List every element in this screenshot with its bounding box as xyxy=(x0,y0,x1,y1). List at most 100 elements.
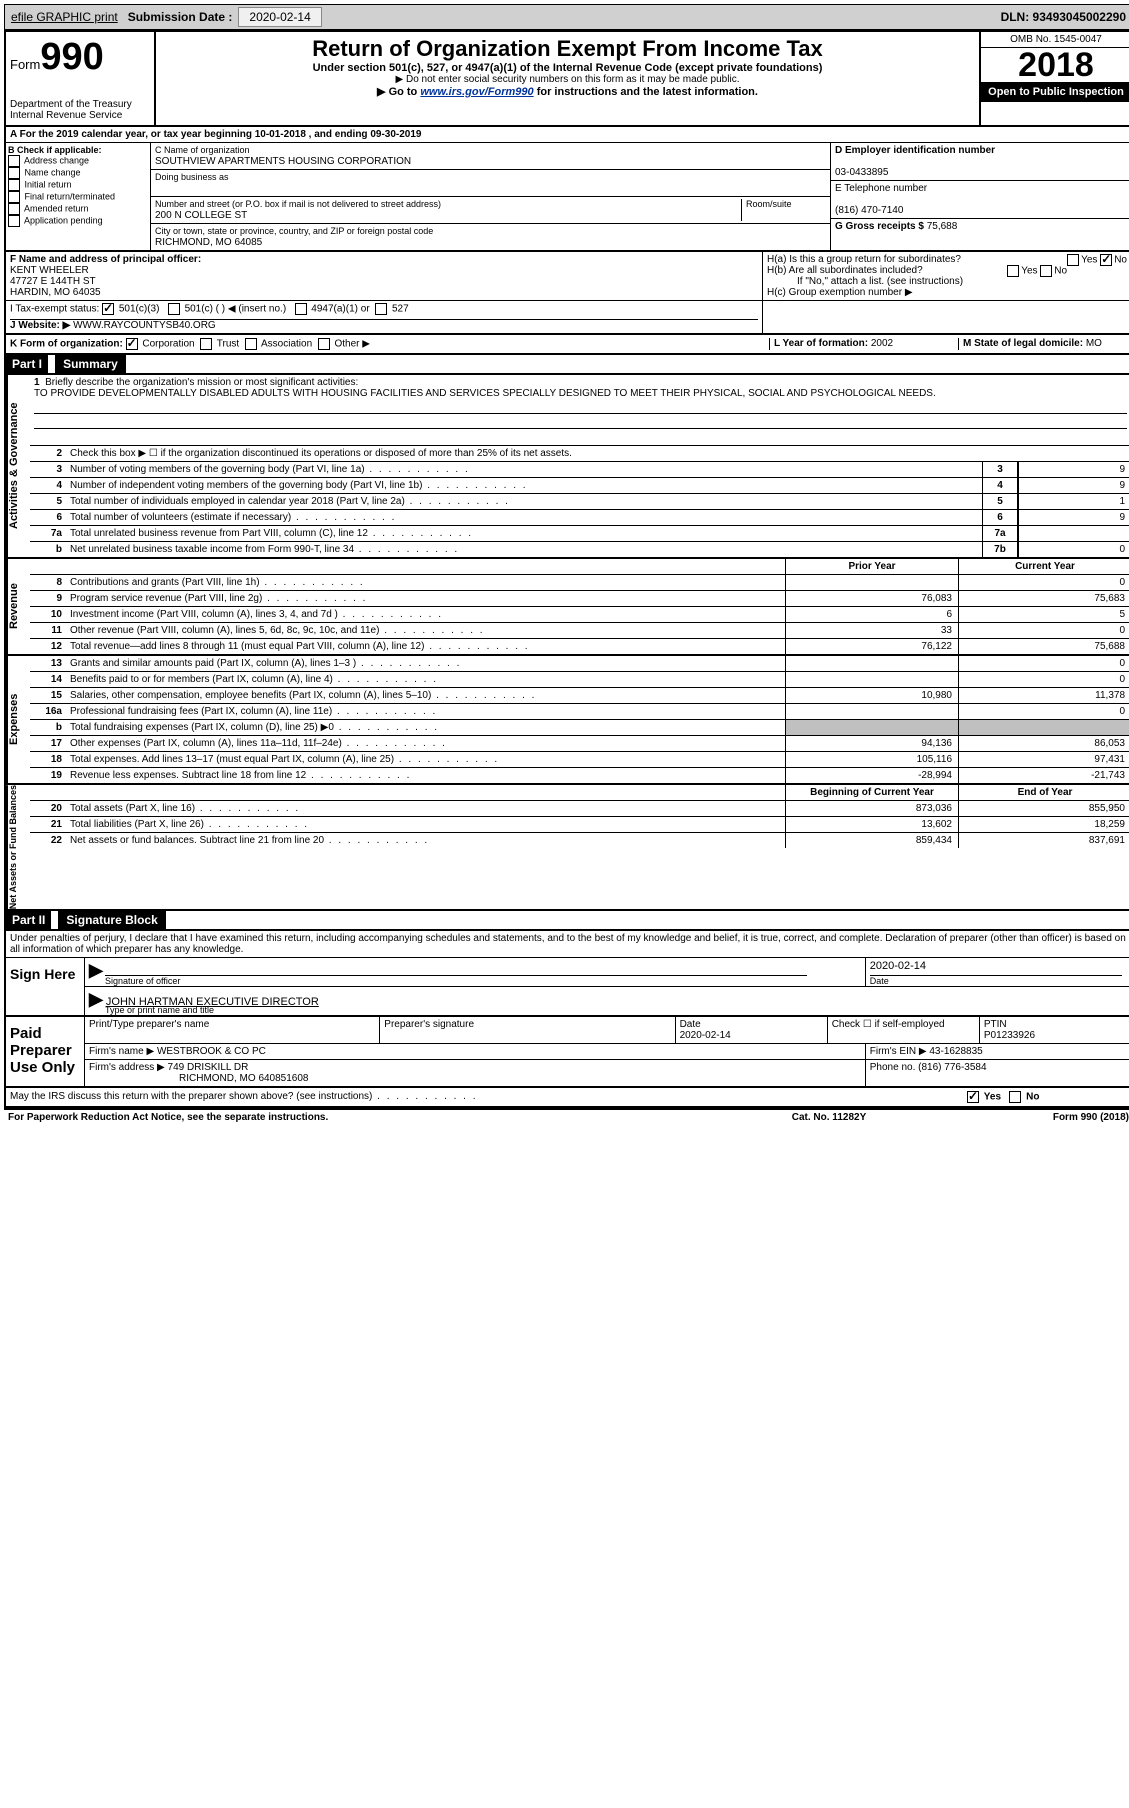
line-num: 9 xyxy=(30,591,66,606)
line-text: Total number of volunteers (estimate if … xyxy=(66,510,982,525)
line-10: 10 Investment income (Part VIII, column … xyxy=(30,607,1129,623)
initial-return-checkbox[interactable] xyxy=(8,179,20,191)
527-checkbox[interactable] xyxy=(375,303,387,315)
line-text: Professional fundraising fees (Part IX, … xyxy=(66,704,785,719)
line-cell: 3 xyxy=(982,462,1018,477)
ha-no-checkbox[interactable] xyxy=(1100,254,1112,266)
year-formation-value: 2002 xyxy=(871,338,893,349)
firm-ein-value: 43-1628835 xyxy=(929,1046,982,1057)
trust-checkbox[interactable] xyxy=(200,338,212,350)
501c3-checkbox[interactable] xyxy=(102,303,114,315)
firm-ein-label: Firm's EIN ▶ xyxy=(870,1046,927,1057)
sig-date-value: 2020-02-14 xyxy=(870,960,926,972)
officer-addr1: 47727 E 144TH ST xyxy=(10,276,96,287)
hb-yes-checkbox[interactable] xyxy=(1007,265,1019,277)
revenue-section: Revenue Prior Year Current Year 8 Contri… xyxy=(6,559,1129,656)
section-b: B Check if applicable: Address change Na… xyxy=(6,143,151,250)
opt-pending: Application pending xyxy=(24,215,103,225)
gross-receipts-label: G Gross receipts $ xyxy=(835,221,924,232)
line-num: 3 xyxy=(30,462,66,477)
ha-yes-checkbox[interactable] xyxy=(1067,254,1079,266)
app-pending-checkbox[interactable] xyxy=(8,215,20,227)
gov-line-7a: 7a Total unrelated business revenue from… xyxy=(30,526,1129,542)
line-cell: 7b xyxy=(982,542,1018,557)
net-assets-section: Net Assets or Fund Balances Beginning of… xyxy=(6,785,1129,911)
efile-link[interactable]: efile GRAPHIC print xyxy=(5,8,124,26)
mission-text: TO PROVIDE DEVELOPMENTALLY DISABLED ADUL… xyxy=(34,388,936,399)
gov-line-6: 6 Total number of volunteers (estimate i… xyxy=(30,510,1129,526)
line-text: Salaries, other compensation, employee b… xyxy=(66,688,785,703)
curr-val: 0 xyxy=(958,656,1129,671)
line-17: 17 Other expenses (Part IX, column (A), … xyxy=(30,736,1129,752)
prep-date-label: Date xyxy=(680,1019,701,1030)
line-text: Total unrelated business revenue from Pa… xyxy=(66,526,982,541)
section-f: F Name and address of principal officer:… xyxy=(6,252,763,300)
rev-header-row: Prior Year Current Year xyxy=(30,559,1129,575)
dln-label: DLN: 93493045002290 xyxy=(995,10,1129,24)
prep-date-value: 2020-02-14 xyxy=(680,1030,731,1041)
gov-line-4: 4 Number of independent voting members o… xyxy=(30,478,1129,494)
line-num: b xyxy=(30,542,66,557)
amended-return-checkbox[interactable] xyxy=(8,203,20,215)
form990-link[interactable]: www.irs.gov/Form990 xyxy=(420,86,533,98)
sub3-post: for instructions and the latest informat… xyxy=(534,86,758,98)
discuss-no-label: No xyxy=(1026,1092,1039,1103)
curr-val: 855,950 xyxy=(958,801,1129,816)
prior-val xyxy=(785,720,958,735)
side-label-gov: Activities & Governance xyxy=(6,375,30,557)
expenses-section: Expenses 13 Grants and similar amounts p… xyxy=(6,656,1129,785)
line-val: 9 xyxy=(1018,510,1129,525)
form-990: Form990 Department of the Treasury Inter… xyxy=(4,30,1129,1109)
line-text: Revenue less expenses. Subtract line 18 … xyxy=(66,768,785,783)
phone-label: E Telephone number xyxy=(835,183,927,194)
line-cell: 4 xyxy=(982,478,1018,493)
submission-date-button[interactable]: 2020-02-14 xyxy=(238,7,321,27)
paid-preparer-label: Paid Preparer Use Only xyxy=(6,1017,85,1086)
sign-here-label: Sign Here xyxy=(6,958,85,1015)
section-deg: D Employer identification number 03-0433… xyxy=(831,143,1129,250)
part2-title: Signature Block xyxy=(58,911,165,929)
prior-val: 859,434 xyxy=(785,833,958,848)
line-num: 17 xyxy=(30,736,66,751)
hc-label: H(c) Group exemption number ▶ xyxy=(767,287,1127,298)
501c-checkbox[interactable] xyxy=(168,303,180,315)
prior-val xyxy=(785,672,958,687)
line-val: 9 xyxy=(1018,478,1129,493)
rev-content: Prior Year Current Year 8 Contributions … xyxy=(30,559,1129,654)
other-checkbox[interactable] xyxy=(318,338,330,350)
line-num: 18 xyxy=(30,752,66,767)
ha-no-label: No xyxy=(1114,255,1127,266)
line-8: 8 Contributions and grants (Part VIII, l… xyxy=(30,575,1129,591)
officer-name: KENT WHEELER xyxy=(10,265,89,276)
line-text: Other expenses (Part IX, column (A), lin… xyxy=(66,736,785,751)
addr-change-checkbox[interactable] xyxy=(8,155,20,167)
mission-block: 1 Briefly describe the organization's mi… xyxy=(30,375,1129,446)
opt-assoc: Association xyxy=(261,339,312,350)
header-left: Form990 Department of the Treasury Inter… xyxy=(6,32,156,125)
discuss-no-checkbox[interactable] xyxy=(1009,1091,1021,1103)
line-20: 20 Total assets (Part X, line 16) 873,03… xyxy=(30,801,1129,817)
discuss-text: May the IRS discuss this return with the… xyxy=(10,1091,967,1103)
assoc-checkbox[interactable] xyxy=(245,338,257,350)
side-label-net: Net Assets or Fund Balances xyxy=(6,785,30,909)
prep-name-label: Print/Type preparer's name xyxy=(85,1017,380,1043)
line-text: Number of voting members of the governin… xyxy=(66,462,982,477)
name-change-checkbox[interactable] xyxy=(8,167,20,179)
year-formation-label: L Year of formation: xyxy=(774,338,868,349)
opt-527: 527 xyxy=(392,304,409,315)
4947-checkbox[interactable] xyxy=(295,303,307,315)
gov-line-5: 5 Total number of individuals employed i… xyxy=(30,494,1129,510)
corp-checkbox[interactable] xyxy=(126,338,138,350)
line-num: 4 xyxy=(30,478,66,493)
current-year-header: Current Year xyxy=(958,559,1129,574)
hb-no-checkbox[interactable] xyxy=(1040,265,1052,277)
prior-val: 10,980 xyxy=(785,688,958,703)
state-domicile-value: MO xyxy=(1086,338,1102,349)
line-num: 7a xyxy=(30,526,66,541)
discuss-yes-checkbox[interactable] xyxy=(967,1091,979,1103)
line-18: 18 Total expenses. Add lines 13–17 (must… xyxy=(30,752,1129,768)
org-name-label: C Name of organization xyxy=(155,145,250,155)
line-text: Program service revenue (Part VIII, line… xyxy=(66,591,785,606)
submission-label: Submission Date : xyxy=(124,10,237,24)
final-return-checkbox[interactable] xyxy=(8,191,20,203)
